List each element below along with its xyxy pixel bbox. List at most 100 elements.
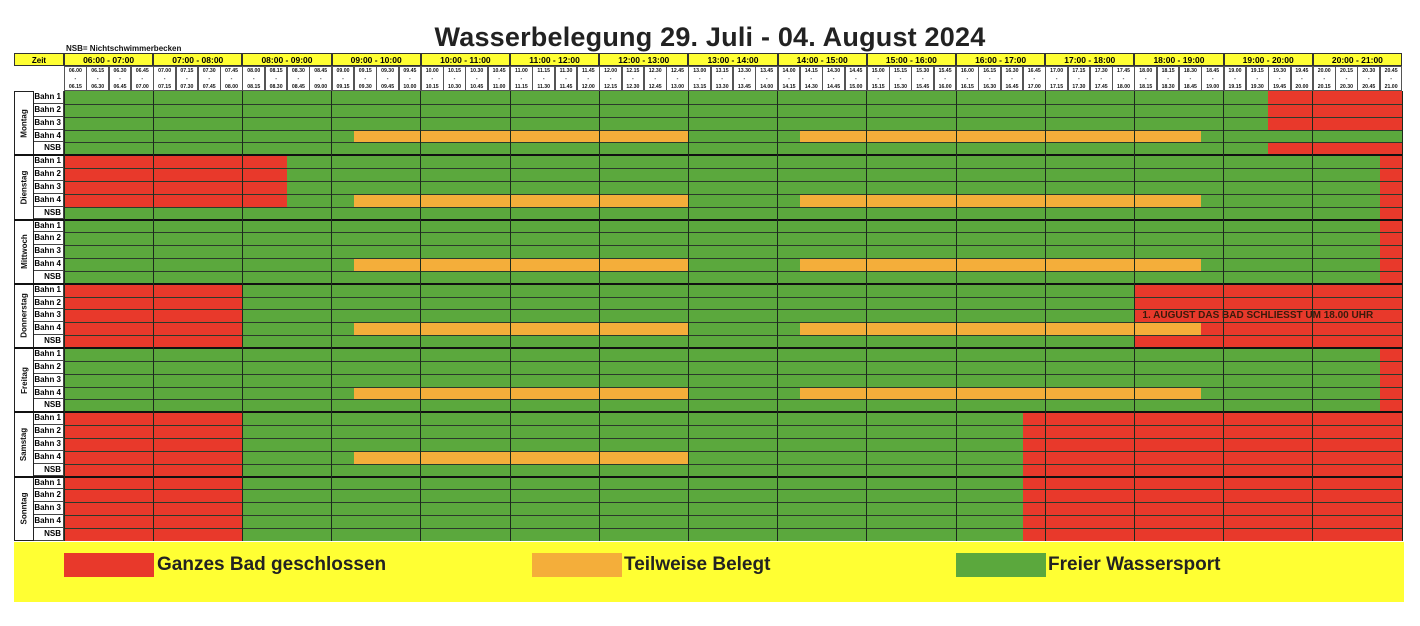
quarter-end: 10.45	[470, 84, 484, 90]
lane-label: Bahn 4	[34, 129, 64, 143]
quarter-header: 08.00 - 08.15	[242, 66, 266, 91]
hour-header: 17:00 - 18:00	[1045, 53, 1135, 66]
quarter-dash: -	[676, 76, 679, 82]
day-divider	[14, 411, 1402, 414]
day-name: Freitag	[19, 366, 29, 394]
row-divider	[64, 527, 1402, 529]
hour-divider	[331, 91, 333, 541]
quarter-header: 13.30 - 13.45	[733, 66, 756, 91]
quarter-header: 20.00 - 20.15	[1312, 66, 1336, 91]
quarter-end: 10.30	[448, 84, 461, 90]
closed-block	[1379, 348, 1403, 362]
quarter-end: 15.30	[894, 84, 907, 90]
free-block	[64, 348, 1381, 362]
hour-header: 07:00 - 08:00	[153, 53, 243, 66]
row-divider	[64, 168, 1402, 170]
partial-block	[353, 193, 689, 207]
quarter-header: 09.15 - 09.30	[353, 66, 377, 91]
quarter-end: 11.30	[537, 84, 551, 90]
quarter-end: 12.30	[626, 84, 640, 90]
lane-label: Bahn 4	[34, 450, 64, 464]
quarter-end: 19.30	[1250, 84, 1264, 90]
quarter-end: 11.45	[559, 84, 573, 90]
quarter-dash: -	[252, 76, 255, 82]
quarter-start: 18.30	[1183, 68, 1197, 74]
quarter-start: 19.45	[1295, 68, 1309, 74]
quarter-end: 18.45	[1183, 84, 1197, 90]
nsb-abbreviation-note: NSB= Nichtschwimmerbecken	[66, 44, 182, 53]
quarter-start: 14.15	[804, 68, 818, 74]
row-divider	[64, 515, 1402, 517]
quarter-end: 09.00	[314, 84, 328, 90]
partial-block	[799, 322, 1202, 336]
free-block	[688, 386, 801, 400]
hour-header: 08:00 - 09:00	[242, 53, 332, 66]
partial-block	[353, 129, 689, 143]
quarter-start: 20.30	[1362, 68, 1376, 74]
closed-block	[1268, 103, 1403, 117]
quarter-dash: -	[520, 76, 523, 82]
free-block	[242, 450, 355, 464]
free-block	[688, 450, 1024, 464]
free-block	[64, 219, 1381, 233]
quarter-dash: -	[632, 76, 634, 82]
quarter-header: 13.00 - 13.15	[688, 66, 712, 91]
closed-block	[1134, 296, 1403, 310]
quarter-start: 20.45	[1384, 68, 1398, 74]
hour-divider	[777, 91, 779, 541]
quarter-dash: -	[498, 76, 500, 82]
legend-label-partial: Teilweise Belegt	[624, 554, 771, 575]
free-block	[64, 258, 355, 272]
quarter-end: 10.15	[425, 84, 439, 90]
lane-label: Bahn 3	[34, 309, 64, 323]
quarter-start: 15.45	[938, 68, 952, 74]
quarter-dash: -	[587, 76, 590, 82]
quarter-header: 10.45 - 11.00	[487, 66, 511, 91]
free-block	[242, 489, 1024, 503]
quarter-dash: -	[565, 76, 567, 82]
quarter-dash: -	[1278, 76, 1281, 82]
quarter-header: 12.45 - 13.00	[666, 66, 689, 91]
quarter-header: 20.30 - 20.45	[1357, 66, 1381, 91]
quarter-dash: -	[141, 76, 144, 82]
quarter-start: 16.45	[1027, 68, 1041, 74]
lane-label: Bahn 3	[34, 116, 64, 130]
closed-block	[1134, 309, 1403, 323]
hour-divider	[63, 91, 65, 541]
closed-block	[1379, 245, 1403, 259]
quarter-end: 14.30	[804, 84, 818, 90]
quarter-dash: -	[364, 76, 367, 82]
day-label: Mittwoch	[14, 220, 34, 284]
quarter-end: 06.45	[113, 84, 127, 90]
closed-block	[1379, 180, 1403, 195]
lane-label: Bahn 1	[34, 412, 64, 426]
lane-label: Bahn 1	[34, 283, 64, 297]
day-label: Donnerstag	[14, 284, 34, 348]
quarter-start: 16.30	[1005, 68, 1019, 74]
quarter-start: 14.45	[849, 68, 863, 74]
quarter-dash: -	[1144, 76, 1147, 82]
quarter-header: 06.30 - 06.45	[108, 66, 132, 91]
quarter-end: 07.45	[202, 84, 216, 90]
partial-block	[353, 322, 689, 336]
quarter-start: 10.00	[425, 68, 439, 74]
quarter-end: 08.45	[291, 84, 305, 90]
quarter-start: 11.15	[537, 68, 551, 74]
quarter-end: 20.30	[1340, 84, 1353, 90]
quarter-start: 09.00	[336, 68, 350, 74]
day-divider	[14, 282, 1402, 285]
quarter-dash: -	[966, 76, 969, 82]
quarter-start: 17.15	[1072, 68, 1086, 74]
quarter-end: 11.15	[515, 84, 528, 90]
quarter-start: 10.15	[448, 68, 461, 74]
row-divider	[64, 232, 1402, 234]
quarter-dash: -	[743, 76, 746, 82]
quarter-start: 13.30	[737, 68, 751, 74]
closed-block	[1022, 527, 1403, 542]
quarter-header: 14.00 - 14.15	[777, 66, 801, 91]
row-divider	[64, 258, 1402, 260]
quarter-start: 14.00	[782, 68, 796, 74]
quarter-dash: -	[944, 76, 946, 82]
lane-label: Bahn 2	[34, 360, 64, 374]
quarter-start: 07.15	[180, 68, 194, 74]
